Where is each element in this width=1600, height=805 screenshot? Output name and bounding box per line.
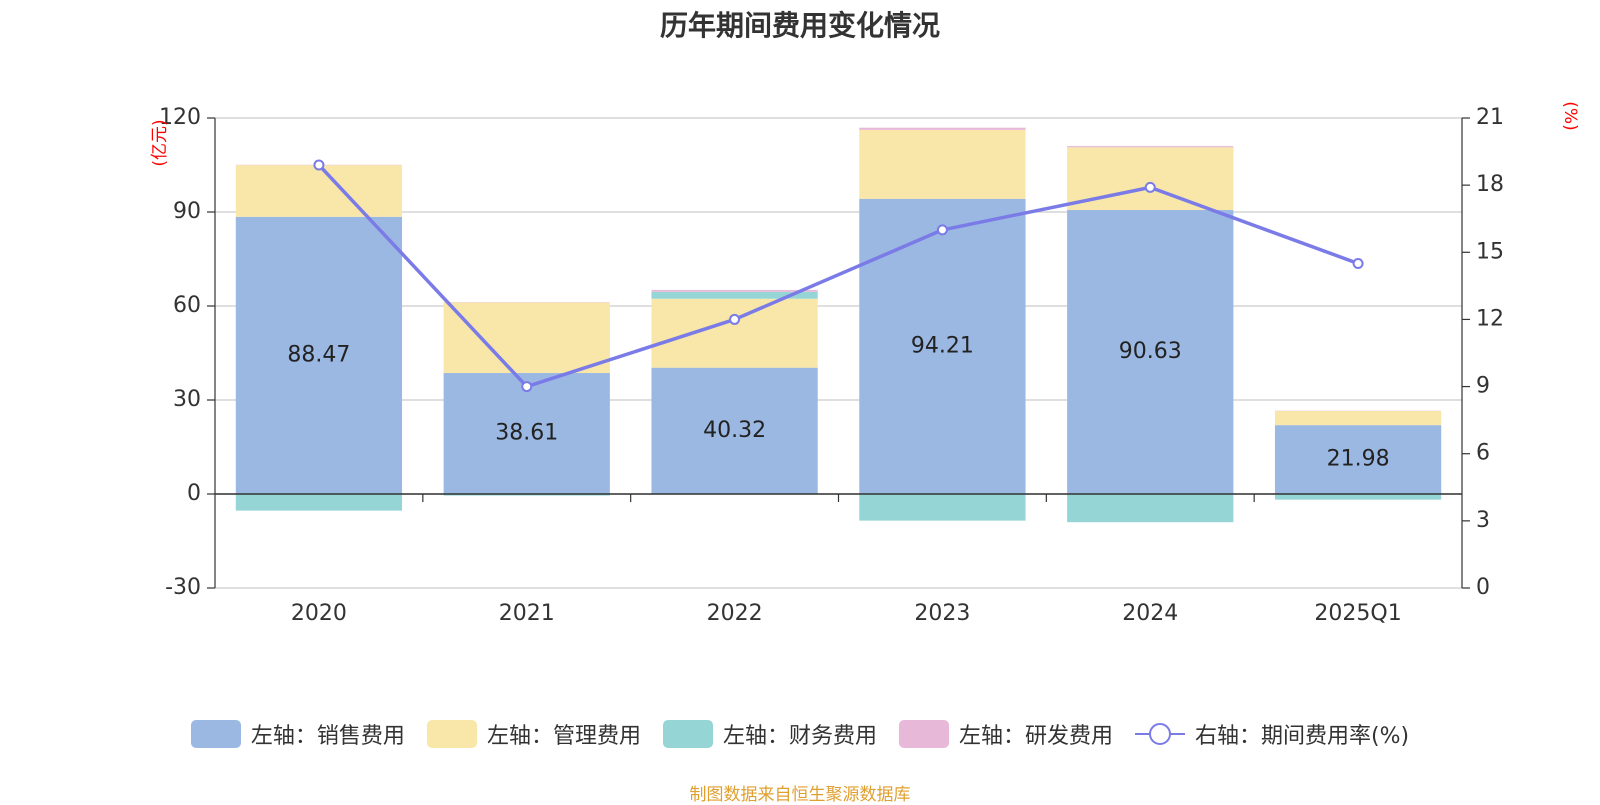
bars — [236, 128, 1441, 523]
legend-label-rate: 右轴：期间费用率(%) — [1195, 718, 1409, 750]
legend-line-circle-icon — [1135, 720, 1185, 748]
bar-segment — [859, 494, 1025, 521]
right-tick-label: 15 — [1476, 239, 1504, 264]
bar-value-label: 21.98 — [1327, 447, 1390, 472]
bar-value-label: 94.21 — [911, 333, 974, 358]
bar-value-label: 90.63 — [1119, 339, 1182, 364]
legend-item-sales[interactable]: 左轴：销售费用 — [191, 718, 405, 750]
bar-segment — [1067, 146, 1233, 147]
bar-segment — [859, 130, 1025, 199]
right-tick-label: 3 — [1476, 508, 1490, 533]
legend-item-admin[interactable]: 左轴：管理费用 — [427, 718, 641, 750]
bar-value-label: 88.47 — [287, 342, 350, 367]
right-tick-label: 21 — [1476, 105, 1504, 130]
source-note: 制图数据来自恒生聚源数据库 — [0, 780, 1600, 805]
legend-swatch-finance — [663, 720, 713, 748]
right-axis-unit-label: (%) — [1560, 101, 1580, 130]
rate-point — [1354, 259, 1363, 268]
bar-segment — [1275, 411, 1441, 425]
right-tick-label: 9 — [1476, 374, 1490, 399]
legend-swatch-rnd — [899, 720, 949, 748]
bar-segment — [651, 290, 817, 292]
rate-point — [1146, 183, 1155, 192]
category-label: 2021 — [499, 601, 555, 626]
legend-label-rnd: 左轴：研发费用 — [959, 718, 1113, 750]
left-tick-label: 90 — [173, 199, 201, 224]
legend-swatch-admin — [427, 720, 477, 748]
bar-segment — [444, 303, 610, 374]
right-tick-label: 0 — [1476, 575, 1490, 600]
right-tick-label: 12 — [1476, 306, 1504, 331]
bar-segment — [1275, 494, 1441, 500]
category-label: 2023 — [914, 601, 970, 626]
legend-label-admin: 左轴：管理费用 — [487, 718, 641, 750]
left-tick-label: 60 — [173, 293, 201, 318]
bar-value-label: 40.32 — [703, 418, 766, 443]
left-tick-label: -30 — [165, 575, 201, 600]
rate-point — [938, 225, 947, 234]
left-tick-label: 30 — [173, 387, 201, 412]
rate-point — [730, 315, 739, 324]
category-label: 2020 — [291, 601, 347, 626]
legend-label-sales: 左轴：销售费用 — [251, 718, 405, 750]
left-tick-label: 0 — [187, 481, 201, 506]
bar-segment — [859, 128, 1025, 130]
bar-segment — [651, 299, 817, 368]
category-label: 2024 — [1122, 601, 1178, 626]
right-tick-label: 18 — [1476, 172, 1504, 197]
legend-swatch-sales — [191, 720, 241, 748]
legend-item-rate[interactable]: 右轴：期间费用率(%) — [1135, 718, 1409, 750]
rate-point — [522, 382, 531, 391]
right-tick-label: 6 — [1476, 441, 1490, 466]
legend: 左轴：销售费用 左轴：管理费用 左轴：财务费用 左轴：研发费用 右轴：期间费用率… — [0, 718, 1600, 750]
legend-item-finance[interactable]: 左轴：财务费用 — [663, 718, 877, 750]
legend-label-finance: 左轴：财务费用 — [723, 718, 877, 750]
left-axis-unit-label: (亿元) — [150, 119, 170, 166]
bar-segment — [236, 494, 402, 511]
rate-point — [314, 161, 323, 170]
bar-value-label: 38.61 — [495, 421, 558, 446]
bar-segment — [236, 165, 402, 217]
category-label: 2022 — [707, 601, 763, 626]
category-label: 2025Q1 — [1314, 601, 1401, 626]
bar-segment — [1067, 494, 1233, 522]
legend-item-rnd[interactable]: 左轴：研发费用 — [899, 718, 1113, 750]
